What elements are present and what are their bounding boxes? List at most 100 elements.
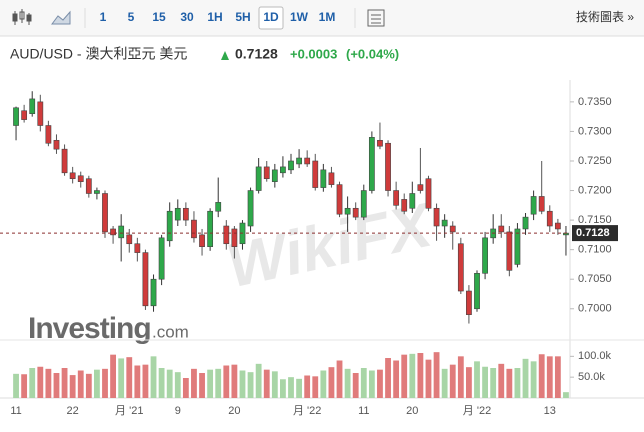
volume-bar — [94, 369, 100, 398]
x-tick-label: 月 '22 — [463, 405, 491, 417]
candle-body — [498, 225, 505, 233]
volume-bar — [231, 364, 238, 398]
interval-button[interactable]: 1M — [319, 10, 336, 24]
volume-bar — [466, 367, 472, 398]
candle-body — [425, 178, 432, 209]
x-tick-label: 11 — [10, 405, 21, 417]
candle-body — [360, 190, 367, 218]
candle-body — [21, 110, 28, 120]
volume-bar — [239, 370, 246, 398]
candle-body — [482, 237, 488, 274]
candle-body — [13, 107, 19, 126]
up-arrow — [221, 51, 229, 60]
volume-bar — [344, 368, 351, 398]
area-icon[interactable] — [51, 10, 71, 25]
toolbar: 技術圖表 » — [0, 0, 644, 37]
volume-bar — [13, 373, 19, 398]
candle-body — [474, 272, 480, 310]
candle-body — [102, 193, 108, 233]
volume-bar — [490, 368, 497, 398]
candle-body — [385, 142, 391, 191]
volume-bar — [191, 368, 197, 398]
price-change-pct: (+0.04%) — [346, 46, 399, 61]
candle-body — [110, 228, 116, 236]
candle-body — [304, 157, 311, 165]
x-tick-label: 13 — [544, 405, 556, 417]
volume-bar — [85, 373, 92, 398]
volume-bar — [474, 361, 480, 398]
x-tick-label: 9 — [175, 405, 181, 417]
candle-body — [352, 207, 359, 218]
candle-body — [393, 190, 400, 206]
volume-bar — [150, 356, 157, 398]
y-tick-label: 0.7100 — [578, 244, 612, 256]
x-tick-label: 月 '21 — [115, 405, 143, 417]
candle-body — [433, 207, 440, 227]
candle-body — [441, 219, 448, 227]
y-tick-label: 0.7250 — [578, 155, 612, 167]
volume-bar — [304, 375, 311, 398]
candle-body — [449, 225, 456, 233]
volume-bar — [21, 374, 28, 398]
last-price: 0.7128 — [235, 46, 278, 62]
volume-bar — [110, 354, 116, 398]
y-tick-label: 0.7050 — [578, 273, 612, 285]
volume-bar — [417, 353, 424, 398]
candle-body — [118, 225, 125, 239]
x-tick-label: 20 — [406, 405, 418, 417]
candle-body — [514, 228, 521, 265]
interval-button[interactable]: 5 — [128, 10, 135, 24]
last-price-label: 0.7128 — [576, 227, 610, 239]
interval-button[interactable]: 5H — [235, 10, 250, 24]
pair-name: AUD/USD - 澳大利亞元 美元 — [10, 46, 187, 62]
volume-bar — [401, 354, 408, 398]
volume-bar — [255, 363, 262, 398]
table-icon[interactable] — [367, 9, 385, 27]
volume-bar — [134, 365, 141, 398]
candle-body — [37, 101, 44, 126]
candle-body — [312, 160, 319, 188]
interval-button[interactable]: 1W — [290, 10, 309, 24]
candle-body — [142, 252, 149, 307]
volume-tick-label: 100.0k — [578, 350, 612, 362]
candle-body — [320, 169, 327, 188]
x-tick-label: 11 — [358, 405, 369, 417]
candle-body — [126, 234, 133, 245]
volume-bar — [280, 379, 286, 398]
candle-icon[interactable] — [12, 9, 32, 25]
quote-header: AUD/USD - 澳大利亞元 美元 0.7128 +0.0003 (+0.04… — [10, 46, 399, 62]
interval-button[interactable]: 30 — [180, 10, 194, 24]
volume-bar — [182, 378, 189, 398]
candle-body — [199, 234, 205, 247]
volume-bar — [263, 369, 270, 398]
volume-bar — [563, 392, 569, 398]
interval-button[interactable]: 15 — [152, 10, 166, 24]
volume-bar — [336, 360, 343, 398]
interval-button[interactable]: 1 — [100, 10, 107, 24]
volume-bar — [449, 364, 456, 398]
volume-bar — [328, 367, 335, 398]
candle-body — [409, 193, 416, 209]
volume-bar — [522, 358, 529, 398]
volume-bar — [207, 369, 214, 398]
y-tick-label: 0.7300 — [578, 125, 612, 137]
candle-body — [166, 210, 173, 242]
volume-bar — [377, 369, 383, 398]
candle-body — [215, 202, 222, 212]
volume-bar — [215, 368, 222, 398]
volume-bar — [271, 371, 278, 398]
volume-bar — [296, 378, 302, 398]
y-tick-label: 0.7350 — [578, 96, 612, 108]
technical-chart-link[interactable]: 技術圖表 » — [576, 10, 634, 24]
candle-body — [182, 207, 189, 221]
interval-button[interactable]: 1D — [263, 10, 279, 24]
candle-body — [263, 166, 270, 180]
interval-button[interactable]: 1H — [207, 10, 222, 24]
candle-body — [368, 137, 375, 191]
logo-suffix: .com — [152, 322, 189, 341]
candle-body — [207, 210, 214, 247]
candle-body — [29, 98, 36, 114]
volume-bar — [546, 356, 553, 398]
candle-body — [85, 178, 92, 194]
volume-bar — [498, 363, 505, 398]
